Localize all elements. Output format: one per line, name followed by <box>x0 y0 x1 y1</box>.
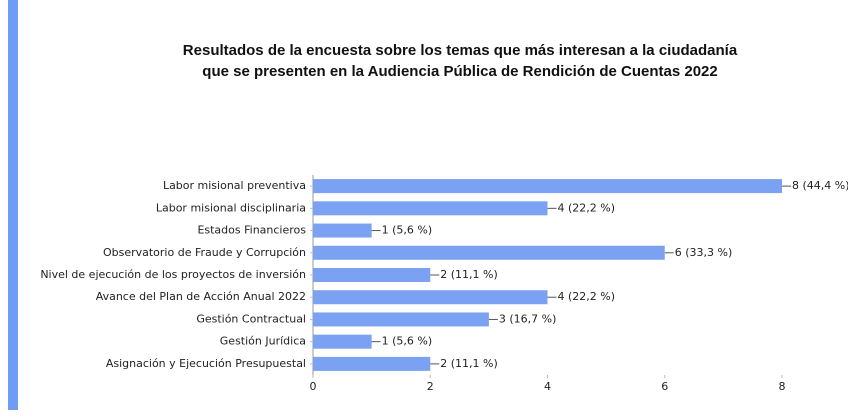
y-tick-label: Labor misional disciplinaria <box>156 201 306 214</box>
bar <box>313 223 372 238</box>
value-label: 8 (44,4 %) <box>792 179 848 192</box>
value-label: 6 (33,3 %) <box>675 246 733 259</box>
value-label: 1 (5,6 %) <box>382 224 433 237</box>
bar <box>313 268 431 282</box>
value-label: 2 (11,1 %) <box>440 357 498 370</box>
y-tick-label: Gestión Jurídica <box>220 335 306 348</box>
value-label: 2 (11,1 %) <box>440 268 498 281</box>
x-tick-label: 0 <box>310 380 317 393</box>
bar <box>313 179 782 194</box>
value-label: 4 (22,2 %) <box>558 201 616 214</box>
y-tick-label: Avance del Plan de Acción Anual 2022 <box>96 290 306 303</box>
y-tick-label: Gestión Contractual <box>196 312 306 325</box>
bar <box>313 290 548 305</box>
x-tick-label: 4 <box>544 380 551 393</box>
value-label: 1 (5,6 %) <box>382 335 433 348</box>
chart-title: Resultados de la encuesta sobre los tema… <box>182 42 738 80</box>
y-tick-label: Asignación y Ejecución Presupuestal <box>106 357 306 370</box>
x-tick-label: 6 <box>661 380 668 393</box>
y-tick-label: Nivel de ejecución de los proyectos de i… <box>40 268 306 281</box>
value-label: 3 (16,7 %) <box>499 312 557 325</box>
bar <box>313 245 665 260</box>
y-tick-label: Labor misional preventiva <box>163 179 306 192</box>
bar <box>313 201 548 216</box>
bar <box>313 312 489 327</box>
bar <box>313 334 372 349</box>
y-tick-label: Observatorio de Fraude y Corrupción <box>103 246 306 259</box>
y-tick-label: Estados Financieros <box>197 224 306 237</box>
x-tick-label: 8 <box>779 380 786 393</box>
x-tick-label: 2 <box>427 380 434 393</box>
side-strip <box>8 0 18 410</box>
value-label: 4 (22,2 %) <box>558 290 616 303</box>
bar <box>313 356 431 371</box>
